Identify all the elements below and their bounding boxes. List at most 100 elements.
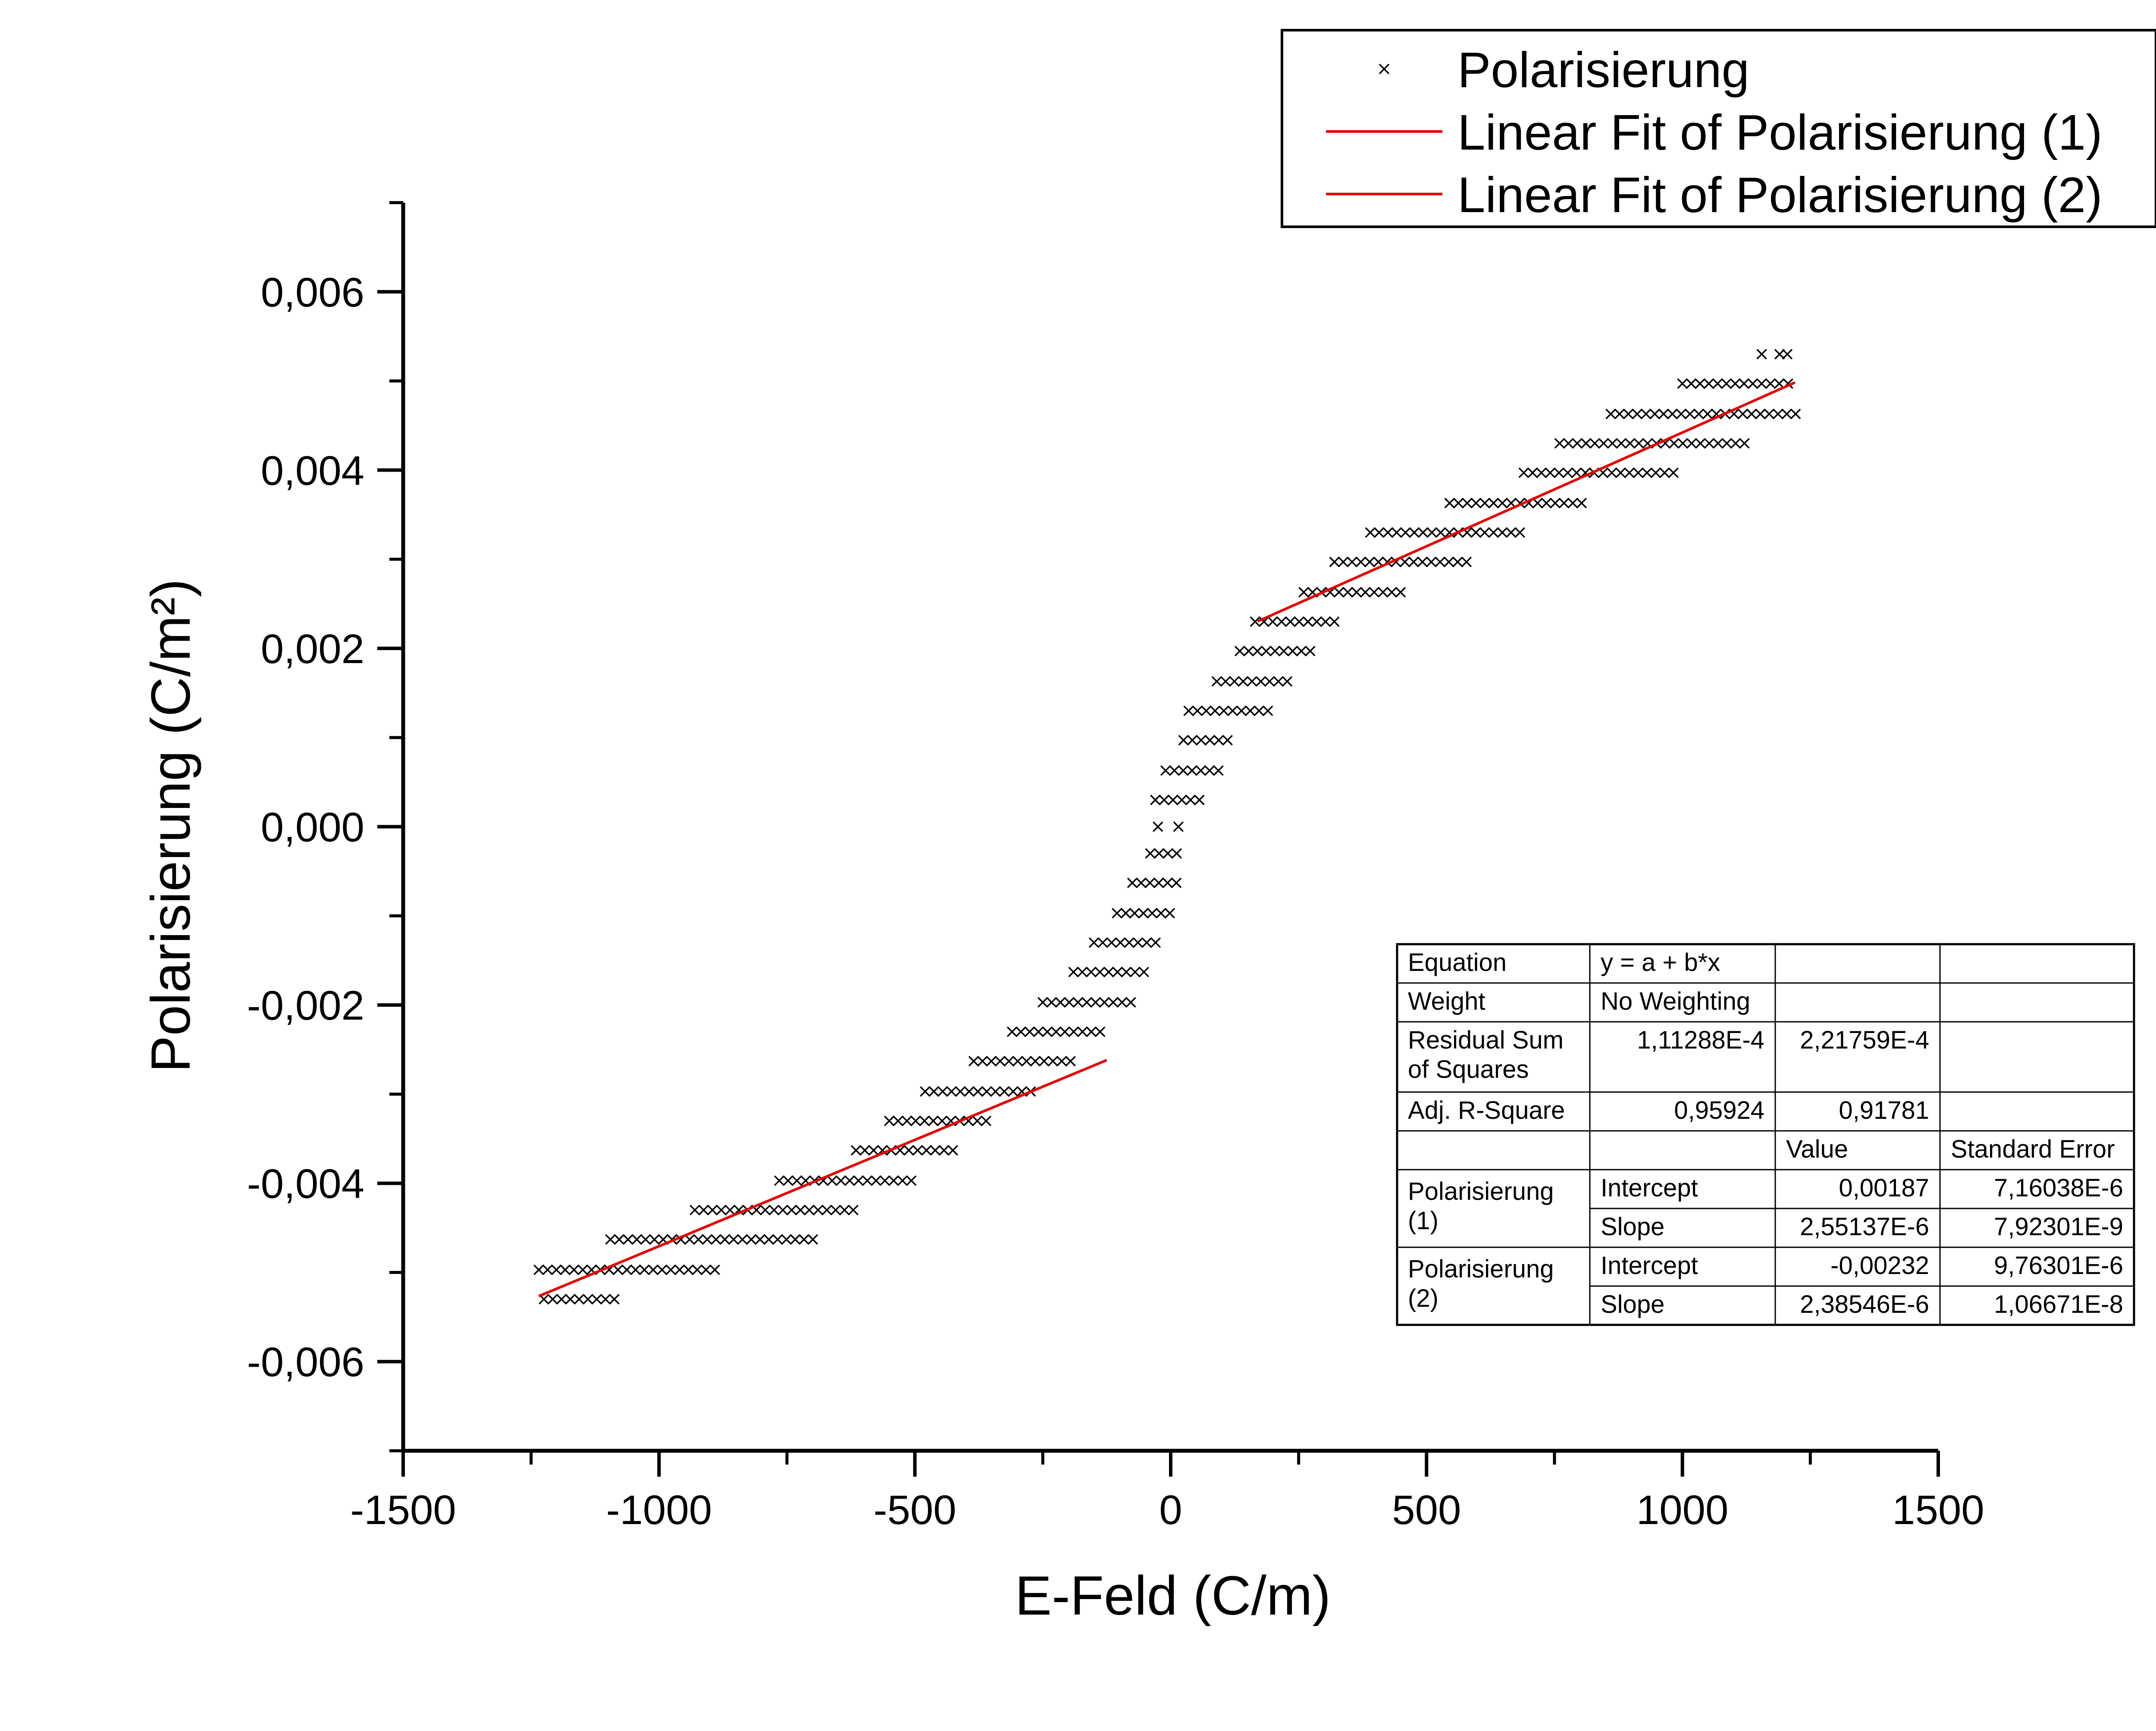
data-point (1518, 467, 1529, 478)
data-point (639, 1264, 650, 1275)
data-point (1695, 378, 1705, 389)
data-point (1677, 378, 1688, 389)
data-point (1153, 821, 1163, 832)
data-point (1262, 705, 1273, 716)
data-point (1782, 349, 1793, 360)
data-point (850, 1145, 862, 1156)
data-point (879, 1175, 890, 1186)
data-point (1329, 557, 1340, 567)
data-point (884, 1115, 895, 1127)
data-point (630, 1264, 641, 1275)
data-point (591, 1294, 602, 1305)
data-point (1386, 587, 1397, 598)
data-point (1377, 587, 1388, 598)
data-point (1739, 438, 1750, 449)
data-point (1497, 498, 1508, 509)
data-point (1213, 765, 1224, 776)
data-point (972, 1115, 983, 1127)
data-point (1211, 676, 1222, 687)
data-point (1121, 967, 1132, 977)
data-point (1721, 438, 1732, 449)
data-point (1572, 438, 1583, 449)
x-axis-title: E-Feld (C/m) (1015, 1565, 1331, 1627)
data-point (1204, 765, 1215, 776)
data-point (774, 1175, 785, 1186)
data-point (1676, 408, 1687, 419)
data-point (995, 1056, 1006, 1067)
table-cell: Weight (1408, 987, 1485, 1015)
data-point (937, 1086, 948, 1097)
data-point (1712, 378, 1723, 389)
data-point (1659, 467, 1670, 478)
data-point (1360, 587, 1371, 598)
table-cell: Residual Sum (1408, 1026, 1564, 1054)
data-point (746, 1234, 757, 1245)
x-tick-label: 500 (1392, 1487, 1461, 1533)
data-point (1479, 527, 1490, 538)
data-point (1607, 438, 1618, 449)
data-point (1253, 705, 1265, 716)
data-point (1050, 1026, 1062, 1037)
data-point (1195, 765, 1206, 776)
data-point (1099, 997, 1110, 1008)
data-point (1320, 616, 1331, 627)
data-point (556, 1294, 567, 1305)
data-point (701, 1264, 711, 1275)
data-point (1598, 438, 1609, 449)
data-point (977, 1056, 988, 1067)
data-point (790, 1234, 801, 1245)
data-point (711, 1234, 721, 1245)
data-point (1488, 498, 1499, 509)
data-point (1747, 378, 1758, 389)
data-point (1106, 937, 1117, 948)
data-point (1532, 498, 1543, 509)
data-point (1086, 967, 1097, 977)
data-point (1605, 408, 1616, 419)
data-point (972, 1086, 984, 1097)
data-point (621, 1264, 632, 1275)
data-point (1298, 587, 1309, 598)
data-point (1470, 498, 1482, 509)
fit-lines (538, 381, 1796, 1298)
y-tick-label: 0,000 (261, 804, 364, 851)
table-cell: 1,11288E-4 (1637, 1026, 1764, 1054)
data-point (1086, 1026, 1097, 1037)
scatter-points (533, 349, 1801, 1305)
data-point (821, 1205, 832, 1215)
data-point (871, 1175, 881, 1186)
table-cell: 9,76301E-6 (1994, 1252, 2123, 1280)
data-point (763, 1234, 774, 1245)
data-point (716, 1205, 727, 1215)
data-point (1562, 467, 1573, 478)
table-cell: No Weighting (1601, 987, 1750, 1015)
data-point (807, 1234, 818, 1245)
data-point (1120, 908, 1131, 919)
data-point (799, 1234, 809, 1245)
y-axis-title: Polarisierung (C/m²) (140, 579, 202, 1072)
data-point (1287, 645, 1298, 657)
table-cell: 0,95924 (1674, 1096, 1764, 1124)
data-point (893, 1115, 903, 1127)
fit-results-table: Equation y = a + b*x Weight No Weighting Res… (1396, 943, 2135, 1326)
data-point (724, 1205, 736, 1215)
data-point (600, 1294, 611, 1305)
data-point (1774, 349, 1785, 360)
data-point (928, 1086, 940, 1097)
data-point (728, 1234, 739, 1245)
data-point (737, 1234, 748, 1245)
data-point (1243, 645, 1254, 657)
data-point (1162, 877, 1173, 889)
table-cell: (1) (1408, 1207, 1438, 1235)
data-point (1210, 705, 1221, 716)
data-point (1756, 349, 1767, 360)
data-point (1616, 438, 1626, 449)
data-point (1222, 735, 1233, 746)
data-point (1187, 735, 1198, 746)
data-point (1303, 616, 1313, 627)
data-point (1261, 645, 1272, 657)
data-point (1764, 408, 1775, 419)
data-point (1650, 467, 1661, 478)
data-point (1039, 1056, 1050, 1067)
data-point (1391, 527, 1402, 538)
data-point (1021, 1056, 1032, 1067)
